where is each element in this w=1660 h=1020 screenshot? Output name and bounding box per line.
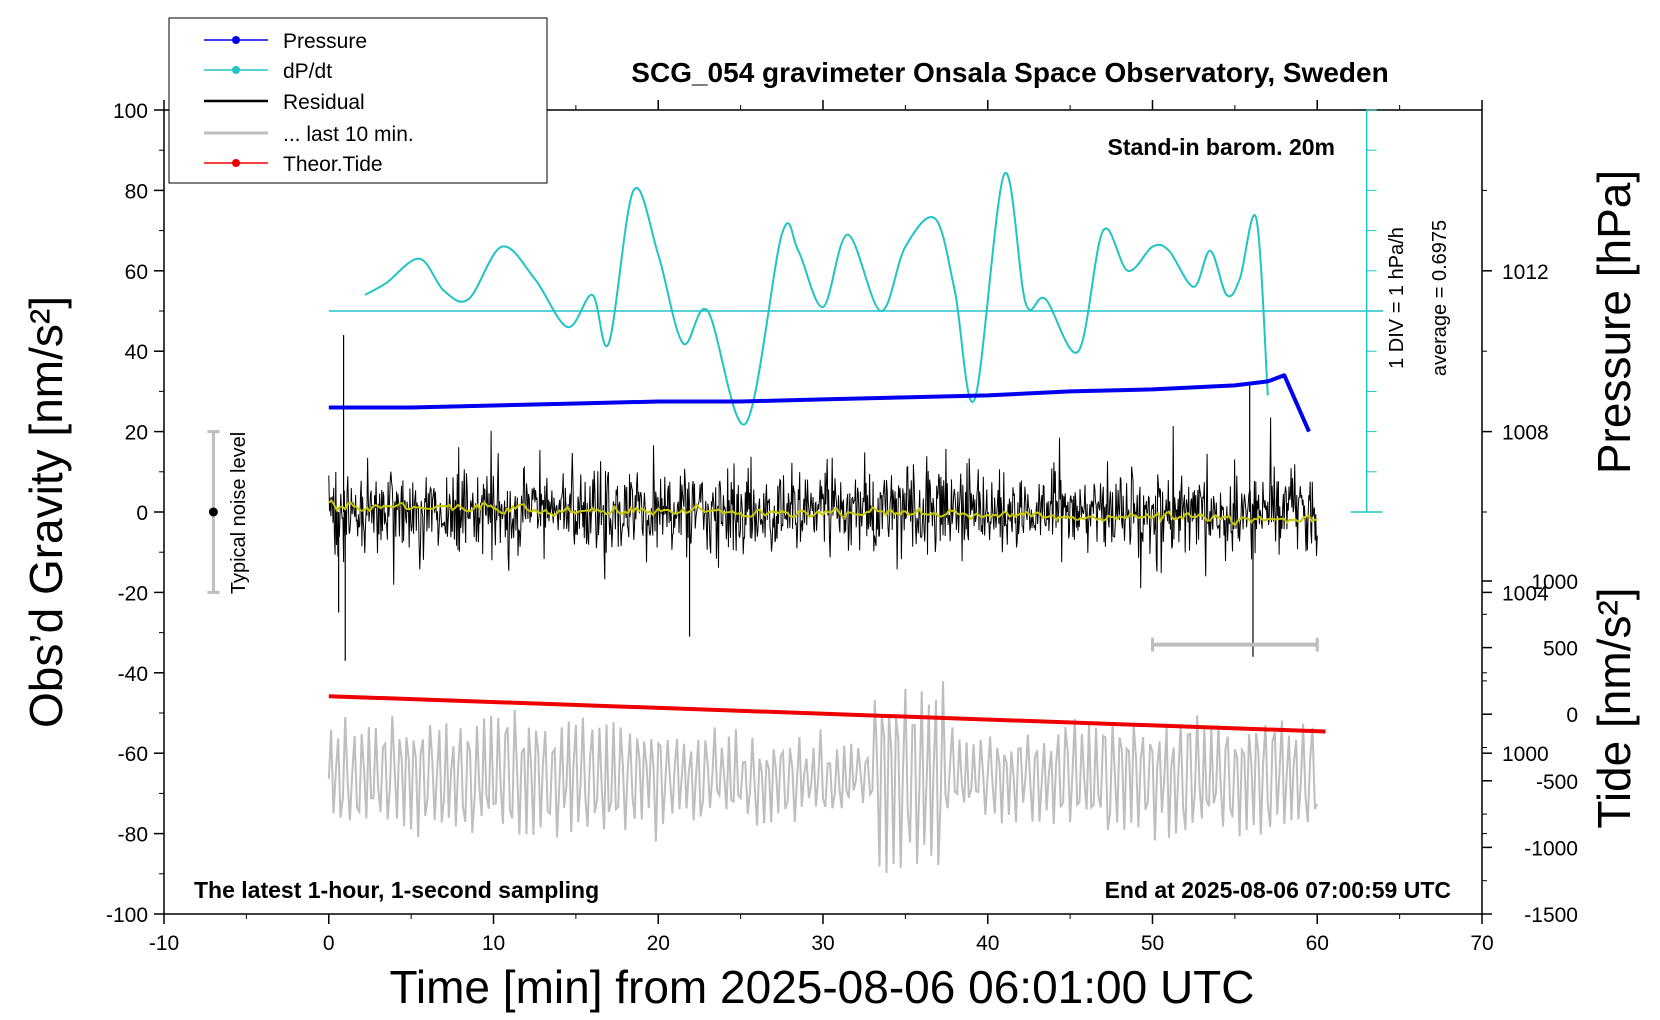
tide-tick-label: 0	[1566, 704, 1578, 727]
last-10-min-series	[327, 681, 1319, 874]
barometer-annotation: Stand-in barom. 20m	[1108, 134, 1335, 160]
pressure-tick-label: 1008	[1502, 422, 1549, 445]
y-tick-label: -20	[118, 582, 148, 605]
x-tick-label: -10	[149, 932, 179, 955]
x-axis-title: Time [min] from 2025-08-06 06:01:00 UTC	[390, 961, 1255, 1013]
y-tick-label: -100	[106, 904, 148, 927]
y-tick-label: -60	[118, 743, 148, 766]
smoothed-residual-line	[328, 499, 1318, 527]
y-tick-label: 60	[125, 261, 148, 284]
legend-dpdt-label: dP/dt	[283, 60, 332, 83]
dpdt-series	[364, 171, 1269, 426]
div-annotation: 1 DIV = 1 hPa/h	[1386, 227, 1408, 369]
y-tick-label: 80	[125, 180, 148, 203]
noise-level-annotation: Typical noise level	[228, 432, 250, 594]
y-axis-tide-title: Tide [nm/s²]	[1588, 587, 1640, 828]
residual-line	[328, 417, 1318, 589]
axis-ticks: -10 0 10 20 30 40 50 60 70100806040200-20-40-60-…	[106, 100, 1578, 955]
tide-tick-label: -500	[1536, 771, 1578, 794]
residual-series	[328, 335, 1318, 661]
legend-residual-label: Residual	[283, 91, 365, 114]
tide-tick-label: 500	[1543, 638, 1578, 661]
legend-pressure-marker	[232, 36, 240, 44]
chart-title: SCG_054 gravimeter Onsala Space Observat…	[631, 57, 1388, 88]
noise-level-marker	[208, 507, 218, 517]
y-axis-pressure-title: Pressure [hPa]	[1588, 170, 1640, 474]
x-tick-label: 30	[811, 932, 834, 955]
pressure-tick-label: 1000	[1502, 743, 1549, 766]
tide-line	[328, 694, 1326, 734]
x-tick-label: 60	[1306, 932, 1329, 955]
legend-tide-marker	[232, 159, 240, 167]
pressure-series	[328, 373, 1311, 433]
tide-tick-label: 1000	[1531, 571, 1578, 594]
legend-tide-label: Theor.Tide	[283, 153, 383, 176]
legend: Pressure dP/dt Residual ... last 10 min.…	[168, 17, 548, 184]
bottom-right-annotation: End at 2025-08-06 07:00:59 UTC	[1105, 877, 1451, 903]
x-tick-label: 40	[976, 932, 999, 955]
y-tick-label: -40	[118, 663, 148, 686]
y-axis-left-title: Obs’d Gravity [nm/s²]	[20, 296, 72, 728]
legend-pressure-label: Pressure	[283, 30, 367, 53]
pressure-tick-label: 1012	[1502, 261, 1549, 284]
theoretical-tide-series	[328, 694, 1326, 734]
legend-dpdt-marker	[232, 66, 240, 74]
tide-tick-label: -1000	[1524, 837, 1578, 860]
legend-last10-label: ... last 10 min.	[283, 123, 414, 146]
residual-smoothed-series	[328, 499, 1318, 527]
x-tick-label: 20	[647, 932, 670, 955]
x-tick-label: 50	[1141, 932, 1164, 955]
bottom-left-annotation: The latest 1-hour, 1-second sampling	[194, 877, 599, 903]
tide-tick-label: -1500	[1524, 904, 1578, 927]
x-tick-label: 70	[1470, 932, 1493, 955]
average-annotation: average = 0.6975	[1429, 220, 1451, 376]
x-tick-label: 0	[323, 932, 335, 955]
y-tick-label: -80	[118, 824, 148, 847]
y-tick-label: 100	[113, 100, 148, 123]
y-tick-label: 0	[136, 502, 148, 525]
y-tick-label: 40	[125, 341, 148, 364]
x-tick-label: 10	[482, 932, 505, 955]
last10-line	[327, 681, 1319, 874]
pressure-line	[328, 373, 1311, 433]
plot-decorations	[207, 109, 1384, 652]
pressure-tick-label: 1004	[1502, 582, 1549, 605]
y-tick-label: 20	[125, 422, 148, 445]
dpdt-line	[364, 171, 1269, 426]
